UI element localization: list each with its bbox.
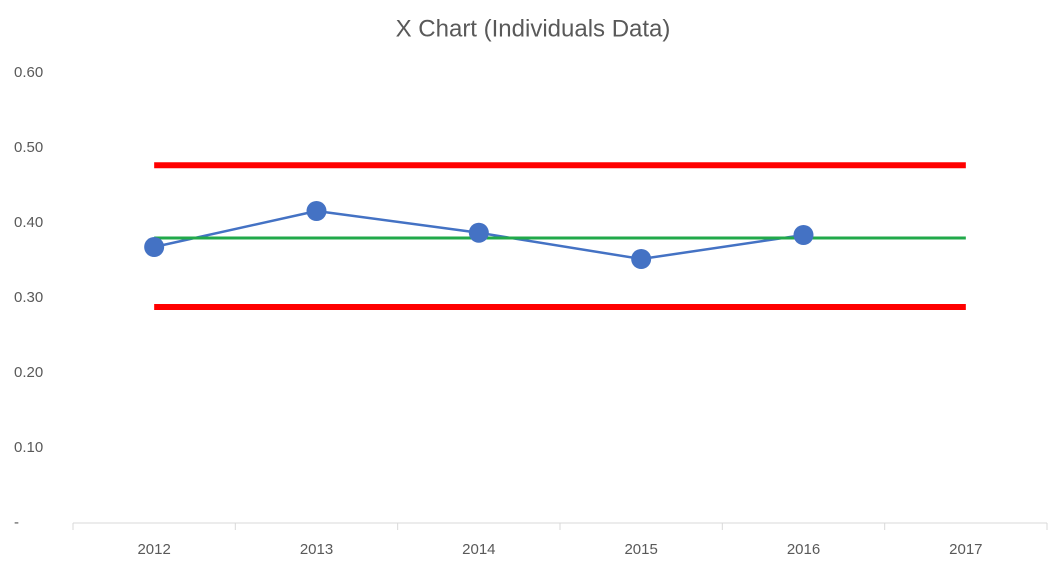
x-tick-label: 2013 xyxy=(300,541,333,558)
point-marker xyxy=(144,237,165,257)
y-tick-label: 0.40 xyxy=(14,214,43,231)
x-tick-label: 2016 xyxy=(787,541,820,558)
x-tick-label: 2012 xyxy=(137,541,170,558)
x-tick-label: 2017 xyxy=(949,541,982,558)
point-marker xyxy=(468,222,489,243)
point-marker xyxy=(793,225,814,245)
y-tick-label: - xyxy=(14,514,19,531)
y-tick-label: 0.60 xyxy=(14,64,43,81)
point-marker xyxy=(306,201,327,221)
point-marker xyxy=(631,249,652,269)
x-tick-label: 2014 xyxy=(462,541,495,558)
chart-title: X Chart (Individuals Data) xyxy=(396,15,671,42)
y-tick-label: 0.50 xyxy=(14,139,43,156)
y-tick-label: 0.30 xyxy=(14,289,43,306)
y-tick-label: 0.20 xyxy=(14,364,43,381)
y-tick-label: 0.10 xyxy=(14,439,43,456)
x-tick-label: 2015 xyxy=(624,541,657,558)
